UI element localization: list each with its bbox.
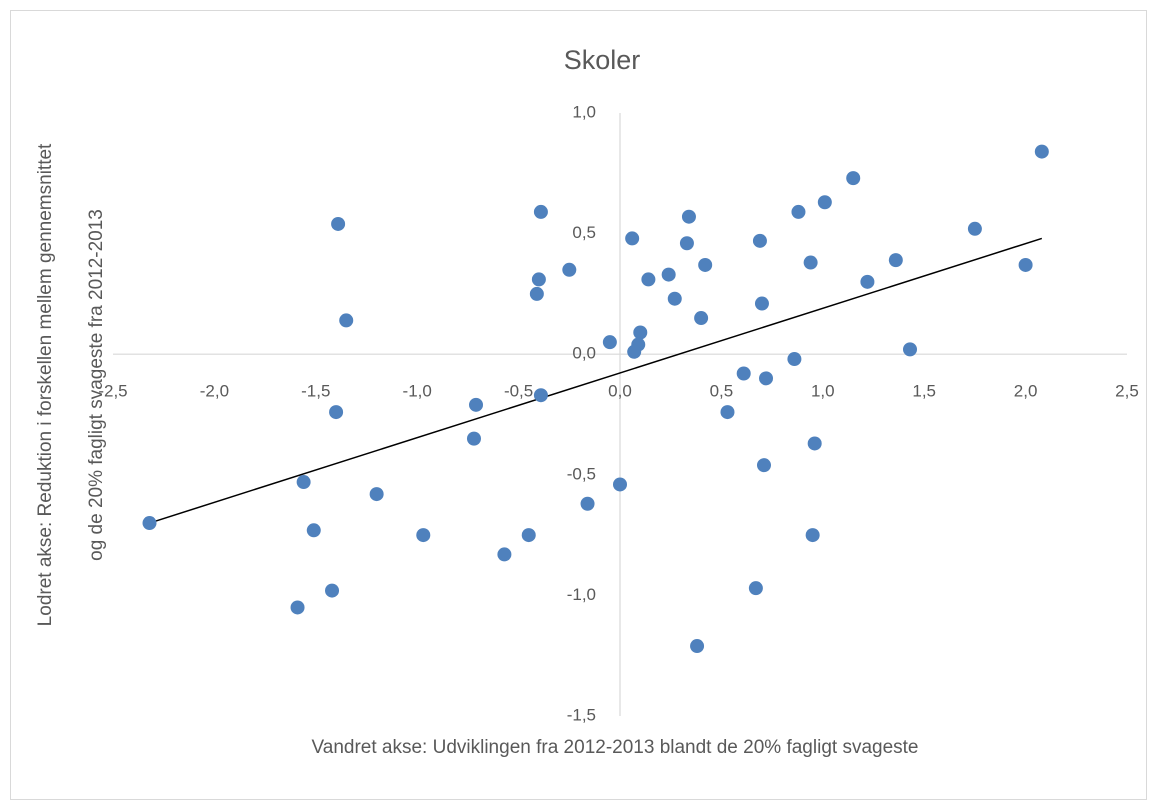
point [694, 311, 709, 326]
y-axis-title: Lodret akse: Reduktion i forskellen mell… [35, 143, 56, 626]
point [846, 171, 861, 186]
x-tick-label: 2,5 [1115, 382, 1139, 401]
chart-border [10, 10, 1147, 800]
point [756, 458, 771, 473]
point [888, 253, 903, 268]
point [142, 516, 157, 531]
point [466, 431, 481, 446]
point [681, 209, 696, 224]
x-tick-label: 1,5 [912, 382, 936, 401]
point [720, 405, 735, 420]
point [296, 475, 311, 490]
x-tick-label: -2,0 [200, 382, 229, 401]
point [369, 487, 384, 502]
point [759, 371, 774, 386]
point [325, 583, 340, 598]
point [698, 257, 713, 272]
point [469, 397, 484, 412]
point [754, 296, 769, 311]
x-tick-label: -1,5 [301, 382, 330, 401]
y-tick-label: 0,5 [572, 223, 596, 242]
point [791, 204, 806, 219]
point [416, 528, 431, 543]
x-tick-label: -0,5 [504, 382, 533, 401]
point [521, 528, 536, 543]
point [641, 272, 656, 287]
y-tick-label: 1,0 [572, 102, 596, 121]
point [562, 262, 577, 277]
point [1018, 257, 1033, 272]
point [329, 405, 344, 420]
y-tick-label: 0,0 [572, 344, 596, 363]
point [497, 547, 512, 562]
point [817, 195, 832, 210]
point [752, 233, 767, 248]
x-tick-label: 1,0 [811, 382, 835, 401]
point [807, 436, 822, 451]
point [805, 528, 820, 543]
point [860, 274, 875, 289]
y-tick-label: -1,0 [567, 585, 596, 604]
point [1034, 144, 1049, 159]
point [633, 325, 648, 340]
point [306, 523, 321, 538]
point [787, 352, 802, 367]
point [679, 236, 694, 251]
y-tick-label: -1,5 [567, 705, 596, 724]
point [736, 366, 751, 381]
point [903, 342, 918, 357]
point [290, 600, 305, 615]
point [529, 286, 544, 301]
x-tick-label: 0,5 [710, 382, 734, 401]
point [661, 267, 676, 282]
chart-title: Skoler [564, 45, 641, 75]
point [803, 255, 818, 270]
point [602, 335, 617, 350]
point [580, 496, 595, 511]
y-axis-title: og de 20% fagligt svageste fra 2012-2013 [86, 209, 107, 561]
point [627, 344, 642, 359]
point [331, 216, 346, 231]
point [533, 204, 548, 219]
x-tick-label: 2,0 [1014, 382, 1038, 401]
x-tick-label: -2,5 [98, 382, 127, 401]
point [613, 477, 627, 492]
trendline [149, 237, 1043, 524]
point [690, 639, 705, 654]
point [531, 272, 546, 287]
point [667, 291, 682, 306]
point [967, 221, 982, 236]
point [625, 231, 640, 246]
point [533, 388, 548, 403]
x-tick-label: 0,0 [608, 382, 632, 401]
x-tick-label: -1,0 [403, 382, 432, 401]
x-axis-title: Vandret akse: Udviklingen fra 2012-2013 … [312, 737, 919, 758]
point [339, 313, 354, 328]
point [748, 581, 763, 596]
y-tick-label: -0,5 [567, 464, 596, 483]
